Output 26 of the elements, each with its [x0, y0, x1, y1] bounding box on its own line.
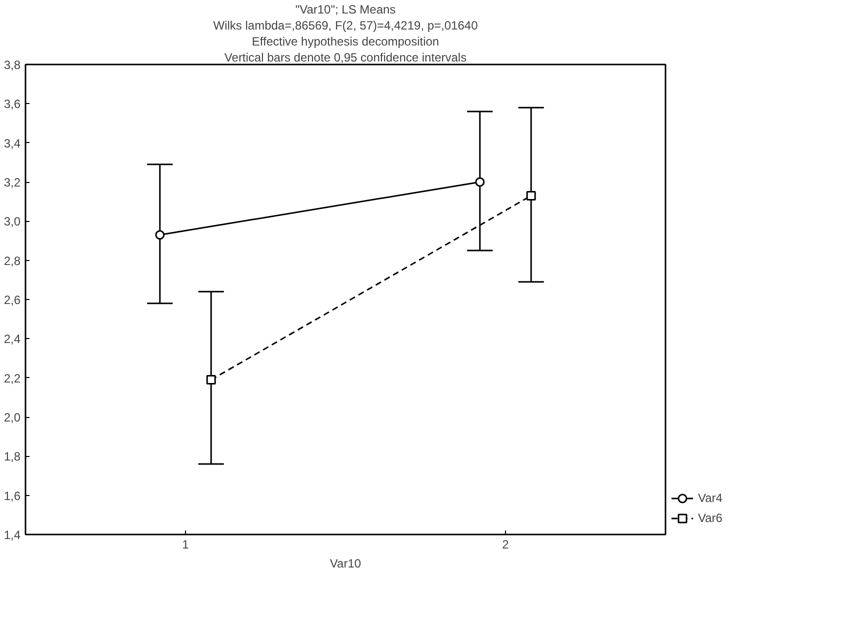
y-tick-label: 3,8	[4, 58, 21, 72]
text: Effective hypothesis decomposition	[252, 34, 440, 48]
legend-label: Var6	[698, 511, 722, 525]
y-tick-label: 2,4	[4, 332, 21, 346]
point	[475, 177, 485, 187]
y-tick-label: 1,4	[4, 528, 21, 542]
y-tick-label: 2,2	[4, 371, 21, 386]
point	[155, 230, 165, 240]
y-tick-label: 1,8	[4, 450, 21, 464]
y-tick-label: 3,6	[4, 97, 21, 112]
x-tick-label: 2	[502, 538, 510, 552]
x-tick-label: 1	[182, 538, 190, 552]
y-tick-label: 2,8	[4, 254, 21, 268]
y-tick-label: 3,0	[4, 214, 21, 229]
y-tick-label: 2,0	[4, 410, 21, 424]
y-tick-label: 2,6	[4, 293, 21, 307]
chart-title: "Var10"; LS Means	[295, 2, 396, 16]
annotation: Vertical bars denote 0,95 confidence intervals	[224, 50, 467, 64]
y-tick-label: 1,6	[4, 488, 21, 503]
legend-label: Var4	[698, 491, 722, 505]
point	[206, 375, 216, 385]
chart-subtitle: Wilks lambda=,86569, F(2, 57)=4,4219, p=,01640	[213, 18, 478, 32]
y-tick-label: 3,2	[4, 176, 21, 190]
y-tick-label: 3,4	[4, 136, 21, 150]
x-axis-title: Var10	[330, 556, 362, 570]
point	[526, 190, 536, 200]
